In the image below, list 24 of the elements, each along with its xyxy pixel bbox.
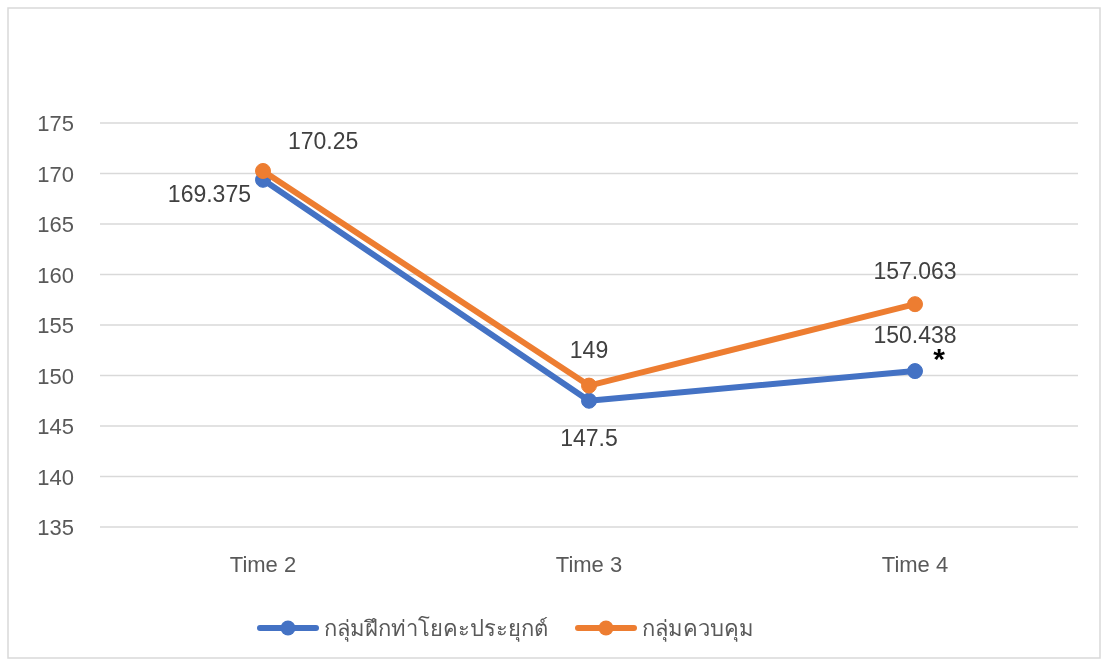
x-tick-label: Time 3 [555, 552, 623, 577]
data-label: 157.063 [873, 258, 957, 285]
y-tick-label: 175 [37, 111, 74, 136]
y-tick-label: 145 [37, 414, 74, 439]
data-label: 170.25 [288, 127, 359, 154]
data-label: 169.375 [167, 180, 251, 207]
legend-label: กลุ่มควบคุม [642, 616, 754, 642]
legend-label: กลุ่มฝึกท่าโยคะประยุกต์ [324, 616, 548, 642]
x-tick-label: Time 4 [881, 552, 949, 577]
point [255, 162, 271, 179]
y-tick-label: 140 [37, 464, 74, 490]
point [581, 377, 597, 394]
point [907, 363, 923, 380]
point [907, 296, 923, 313]
point [581, 392, 597, 409]
x-tick-label: Time 2 [229, 552, 297, 577]
y-tick-label: 170 [37, 161, 74, 187]
y-tick-label: 155 [37, 313, 74, 338]
y-tick-label: 135 [37, 515, 74, 540]
data-label: 147.5 [560, 424, 618, 451]
data-label: 149 [569, 336, 609, 363]
y-tick-label: 150 [37, 363, 74, 389]
y-tick-label: 165 [37, 212, 74, 237]
y-tick-label: 160 [37, 262, 74, 288]
